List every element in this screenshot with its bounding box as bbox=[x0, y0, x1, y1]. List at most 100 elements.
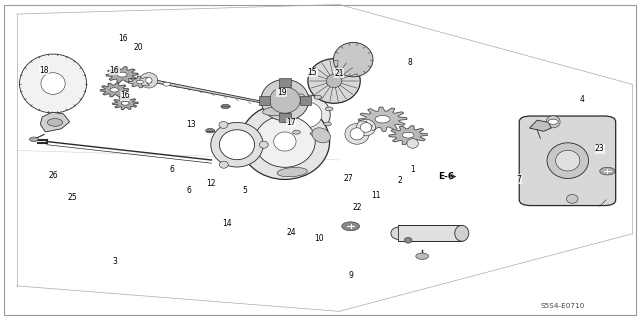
Text: 3: 3 bbox=[112, 258, 117, 267]
Ellipse shape bbox=[312, 128, 330, 143]
Text: 15: 15 bbox=[308, 68, 317, 77]
Text: 23: 23 bbox=[595, 144, 605, 153]
Ellipse shape bbox=[308, 59, 360, 103]
Text: 16: 16 bbox=[118, 34, 128, 43]
Text: 5: 5 bbox=[242, 186, 247, 195]
Ellipse shape bbox=[292, 102, 322, 127]
Text: 11: 11 bbox=[371, 190, 381, 200]
Bar bbox=[279, 78, 291, 87]
Circle shape bbox=[117, 72, 127, 77]
Ellipse shape bbox=[345, 124, 369, 144]
Ellipse shape bbox=[255, 116, 316, 167]
Ellipse shape bbox=[259, 141, 268, 148]
Text: 12: 12 bbox=[207, 180, 216, 188]
Text: 7: 7 bbox=[517, 175, 522, 184]
Ellipse shape bbox=[240, 104, 330, 180]
Ellipse shape bbox=[140, 73, 158, 88]
Polygon shape bbox=[358, 107, 407, 131]
Text: 1: 1 bbox=[410, 165, 415, 174]
Ellipse shape bbox=[360, 123, 372, 132]
Text: 4: 4 bbox=[579, 95, 584, 104]
Ellipse shape bbox=[546, 116, 560, 128]
Ellipse shape bbox=[391, 227, 405, 239]
Polygon shape bbox=[100, 83, 129, 97]
Polygon shape bbox=[106, 67, 138, 83]
Text: 10: 10 bbox=[314, 234, 324, 243]
Circle shape bbox=[416, 253, 429, 260]
Text: 22: 22 bbox=[352, 203, 362, 212]
Text: S5S4-E0710: S5S4-E0710 bbox=[541, 303, 585, 309]
Ellipse shape bbox=[333, 43, 373, 77]
Polygon shape bbox=[129, 76, 152, 88]
Text: 24: 24 bbox=[287, 228, 296, 237]
Ellipse shape bbox=[219, 121, 228, 128]
Circle shape bbox=[325, 107, 333, 111]
Polygon shape bbox=[529, 120, 551, 131]
Text: 14: 14 bbox=[223, 219, 232, 228]
FancyBboxPatch shape bbox=[519, 116, 616, 205]
Circle shape bbox=[205, 128, 214, 133]
Ellipse shape bbox=[211, 123, 263, 167]
Text: E-6: E-6 bbox=[438, 172, 454, 181]
Text: 9: 9 bbox=[348, 271, 353, 280]
Text: 19: 19 bbox=[277, 88, 287, 97]
Text: 27: 27 bbox=[344, 174, 353, 183]
Ellipse shape bbox=[556, 150, 580, 171]
Text: 13: 13 bbox=[186, 120, 196, 130]
Polygon shape bbox=[389, 126, 428, 145]
Text: 6: 6 bbox=[170, 165, 174, 174]
Text: 20: 20 bbox=[133, 43, 143, 52]
Ellipse shape bbox=[268, 103, 285, 117]
Ellipse shape bbox=[239, 140, 258, 155]
Ellipse shape bbox=[263, 98, 290, 121]
Polygon shape bbox=[148, 78, 293, 109]
Text: 17: 17 bbox=[287, 118, 296, 127]
Ellipse shape bbox=[350, 128, 364, 140]
Polygon shape bbox=[40, 112, 70, 132]
Circle shape bbox=[548, 119, 558, 124]
Circle shape bbox=[324, 122, 332, 126]
Bar bbox=[279, 113, 291, 122]
Polygon shape bbox=[113, 97, 138, 109]
Ellipse shape bbox=[220, 161, 228, 168]
Ellipse shape bbox=[404, 237, 412, 243]
Ellipse shape bbox=[20, 54, 86, 113]
Ellipse shape bbox=[261, 79, 309, 121]
Circle shape bbox=[292, 130, 300, 134]
Circle shape bbox=[403, 132, 414, 138]
Bar bbox=[300, 96, 311, 105]
Circle shape bbox=[47, 119, 63, 126]
Circle shape bbox=[282, 119, 289, 123]
Ellipse shape bbox=[277, 167, 307, 177]
Text: 16: 16 bbox=[120, 91, 130, 100]
Circle shape bbox=[310, 132, 318, 136]
Circle shape bbox=[110, 88, 118, 92]
Circle shape bbox=[221, 104, 230, 109]
Circle shape bbox=[342, 222, 360, 231]
Bar bbox=[259, 96, 270, 105]
Text: 16: 16 bbox=[109, 66, 119, 75]
Circle shape bbox=[163, 82, 171, 86]
Text: 18: 18 bbox=[40, 66, 49, 75]
Circle shape bbox=[600, 167, 615, 175]
Ellipse shape bbox=[146, 77, 152, 83]
Ellipse shape bbox=[407, 139, 419, 148]
Ellipse shape bbox=[284, 95, 330, 134]
Ellipse shape bbox=[269, 87, 300, 113]
Text: 25: 25 bbox=[67, 193, 77, 202]
Text: 6: 6 bbox=[187, 186, 191, 195]
Ellipse shape bbox=[220, 130, 255, 160]
Circle shape bbox=[375, 116, 390, 123]
Ellipse shape bbox=[547, 143, 589, 179]
Ellipse shape bbox=[41, 73, 65, 94]
Circle shape bbox=[136, 80, 143, 84]
FancyBboxPatch shape bbox=[398, 225, 462, 241]
Circle shape bbox=[296, 94, 304, 98]
Text: 8: 8 bbox=[407, 58, 412, 67]
Text: 26: 26 bbox=[48, 171, 58, 180]
Ellipse shape bbox=[455, 225, 468, 241]
Ellipse shape bbox=[356, 119, 376, 136]
Text: 2: 2 bbox=[397, 176, 402, 185]
Ellipse shape bbox=[262, 106, 292, 116]
Circle shape bbox=[29, 137, 38, 141]
